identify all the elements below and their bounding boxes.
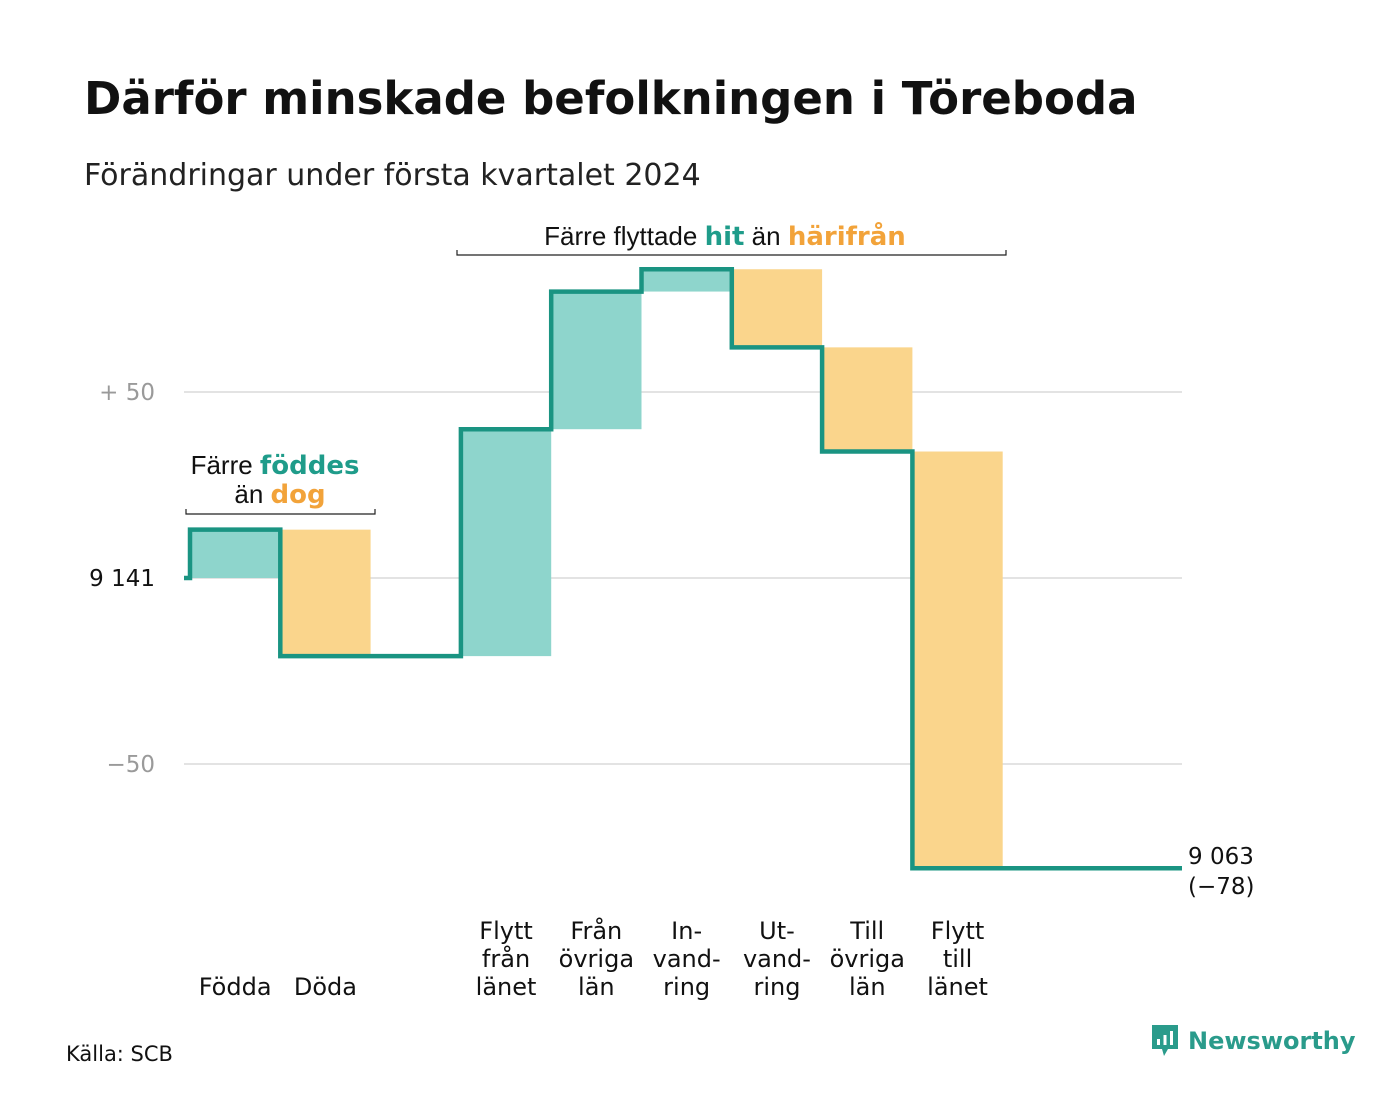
x-category-label: Födda [199,973,272,1001]
births-bracket [185,509,376,515]
step-line [184,266,1182,871]
y-tick-label: −50 [106,752,155,778]
births-annotation-teal: föddes [260,451,360,481]
x-category-label: övriga [830,945,905,973]
births-annotation-line1: Färre föddes [191,450,360,481]
decrease-bar [731,269,823,348]
source-note: Källa: SCB [66,1042,173,1066]
x-category-label: vand- [653,945,721,973]
births-annotation-line2: än dog [234,479,325,510]
x-category-label: län [578,973,615,1001]
increase-bar [190,529,281,578]
newsworthy-logo-icon [1152,1025,1178,1056]
y-tick-label: 9 141 [89,566,155,592]
x-category-label: Flytt [931,917,985,945]
y-axis-labels: + 50 9 141 −50 [89,380,155,778]
x-axis-labels: Födda DödaFlyttfrånlänetFrånövrigalänIn-v… [199,916,988,1001]
x-category-label: ring [753,973,800,1001]
births-annotation: Färre föddes än dog [185,450,376,515]
moves-annotation-text: Färre flyttade hit än härifrån [544,220,906,252]
moves-annotation: Färre flyttade hit än härifrån [456,220,1007,256]
x-category-label: övriga [559,945,634,973]
x-category-label: Ut- [759,917,795,945]
x-category-label: Till [849,917,884,945]
increase-bar [641,269,732,292]
y-tick-label: + 50 [99,380,155,406]
moves-bracket [456,250,1007,256]
chart-subtitle: Förändringar under första kvartalet 2024 [84,158,701,193]
x-category-label: till [943,945,972,973]
x-category-label: länet [476,973,537,1001]
decrease-bar [822,347,913,452]
x-category-label: In- [671,917,702,945]
x-category-label: län [849,973,886,1001]
births-annotation-orange: dog [271,480,326,510]
moves-annotation-orange: härifrån [788,220,906,252]
moves-annotation-teal: hit [705,222,745,252]
x-category-label: ring [663,973,710,1001]
brand-name: Newsworthy [1188,1027,1356,1055]
increase-bar [551,291,642,430]
x-category-label: länet [927,973,988,1001]
brand-logo[interactable]: Newsworthy [1150,1023,1356,1059]
x-category-label: Flytt [479,917,533,945]
bars [190,269,1003,869]
increase-bar [460,429,552,657]
x-category-label: vand- [743,945,811,973]
x-category-label: från [482,944,530,973]
x-category-label: Från [570,916,622,945]
end-value-label: 9 063 [1188,844,1254,870]
cumulative-step-line [184,266,1182,871]
end-change-label: (−78) [1188,874,1254,900]
decrease-bar [912,451,1003,869]
x-category-label: Döda [294,973,357,1001]
chart-title: Därför minskade befolkningen i Töreboda [84,72,1138,125]
decrease-bar [280,529,371,657]
